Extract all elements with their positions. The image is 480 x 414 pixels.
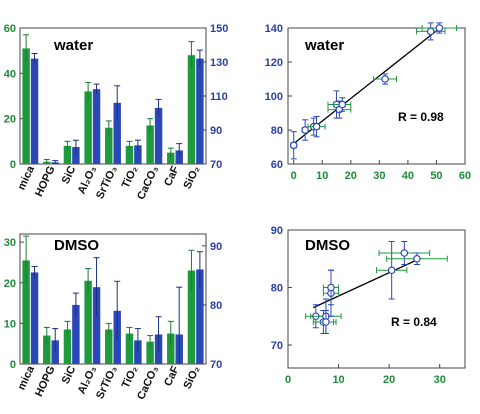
y-tick-label: 80 [271, 125, 283, 137]
y-tick-label: 140 [265, 23, 283, 35]
bar-green [63, 145, 72, 164]
data-point [289, 141, 298, 150]
right-tick-label: 130 [210, 57, 228, 69]
scatter-chart-1: 0 10 20 30 40 50 60 60 80 100 120 140 [265, 22, 471, 182]
right-tick-label: 90 [210, 241, 222, 253]
category-label: SiC [60, 164, 79, 186]
bar-green [146, 125, 154, 164]
bar-green [187, 270, 196, 364]
bar-blue [72, 147, 80, 164]
x-tick-label: 0 [285, 374, 291, 386]
y-tick-label: 70 [271, 340, 283, 352]
left-tick-label: 60 [4, 23, 16, 35]
bar-green [167, 152, 175, 164]
x-tick-label: 20 [383, 374, 395, 386]
left-tick-label: 0 [10, 159, 16, 171]
data-point [387, 266, 396, 275]
x-tick-label: 0 [291, 170, 297, 182]
data-point [435, 24, 444, 32]
correlation-label: R = 0.98 [398, 110, 444, 124]
y-tick-label: 60 [271, 159, 283, 171]
bar-green [84, 280, 92, 364]
bar-blue [154, 107, 163, 164]
plot-frame [287, 229, 466, 369]
data-point [413, 254, 421, 263]
x-tick-label: 50 [430, 170, 442, 182]
left-tick-label: 40 [4, 68, 16, 80]
bar-green [167, 333, 175, 364]
y-tick-label: 100 [265, 91, 283, 103]
bar-blue [196, 269, 204, 364]
data-point [312, 122, 321, 131]
data-point [338, 100, 347, 109]
right-tick-label: 80 [210, 300, 222, 312]
scatter-chart-3: 0 10 20 30 70 80 90 [271, 225, 466, 386]
data-point [426, 27, 435, 36]
plot-frame [19, 233, 207, 365]
bar-green [125, 333, 134, 364]
x-tick-label: 10 [332, 374, 344, 386]
x-tick-label: 10 [316, 170, 328, 182]
category-label: CaF [162, 164, 182, 188]
data-point [301, 126, 309, 134]
bar-blue [134, 145, 142, 164]
panel-title: DMSO [54, 237, 99, 254]
right-tick-label: 110 [210, 91, 228, 103]
category-label: SiO₂ [181, 364, 202, 391]
category-label: SiO₂ [181, 164, 202, 191]
bar-green [146, 341, 154, 364]
bar-blue [30, 58, 39, 164]
category-label: SiC [60, 364, 79, 386]
left-tick-label: 20 [4, 114, 16, 126]
data-point [327, 283, 335, 292]
y-tick-label: 120 [265, 57, 283, 69]
category-label: mica [16, 163, 38, 192]
bar-blue [30, 272, 39, 364]
bar-blue [92, 287, 101, 364]
panel-title: water [304, 37, 344, 54]
left-tick-label: 10 [4, 318, 16, 330]
right-tick-label: 70 [210, 159, 222, 171]
bar-blue [113, 102, 121, 164]
y-tick-label: 80 [271, 283, 283, 295]
right-tick-label: 70 [210, 359, 222, 371]
category-label: CaF [162, 364, 182, 388]
data-point [400, 249, 409, 257]
bar-green [63, 329, 72, 364]
panel-title: water [53, 37, 93, 54]
bar-green [125, 145, 134, 164]
category-label: mica [16, 363, 38, 392]
bar-blue [72, 304, 80, 364]
category-label: TiO₂ [120, 364, 141, 390]
bar-green [105, 127, 113, 164]
data-point [381, 75, 389, 83]
x-tick-label: 60 [459, 170, 471, 182]
right-tick-label: 150 [210, 23, 228, 35]
data-point [322, 318, 330, 326]
bar-blue [196, 58, 204, 164]
left-tick-label: 30 [4, 237, 16, 249]
y-tick-label: 90 [271, 225, 283, 237]
bar-green [22, 260, 30, 364]
x-tick-label: 20 [345, 170, 357, 182]
x-tick-label: 30 [373, 170, 385, 182]
category-label: TiO₂ [120, 164, 141, 190]
bar-green [43, 335, 51, 364]
bar-green [187, 55, 196, 165]
fit-line [313, 258, 420, 309]
bar-green [105, 329, 113, 364]
left-tick-label: 20 [4, 278, 16, 290]
bar-green [22, 48, 30, 164]
panel-title: DMSO [305, 237, 350, 254]
x-tick-label: 40 [402, 170, 414, 182]
left-tick-label: 0 [10, 359, 16, 371]
x-tick-label: 30 [434, 374, 446, 386]
correlation-label: R = 0.84 [391, 315, 437, 329]
right-tick-label: 90 [210, 125, 222, 137]
bar-green [84, 91, 92, 164]
bar-blue [92, 89, 101, 164]
